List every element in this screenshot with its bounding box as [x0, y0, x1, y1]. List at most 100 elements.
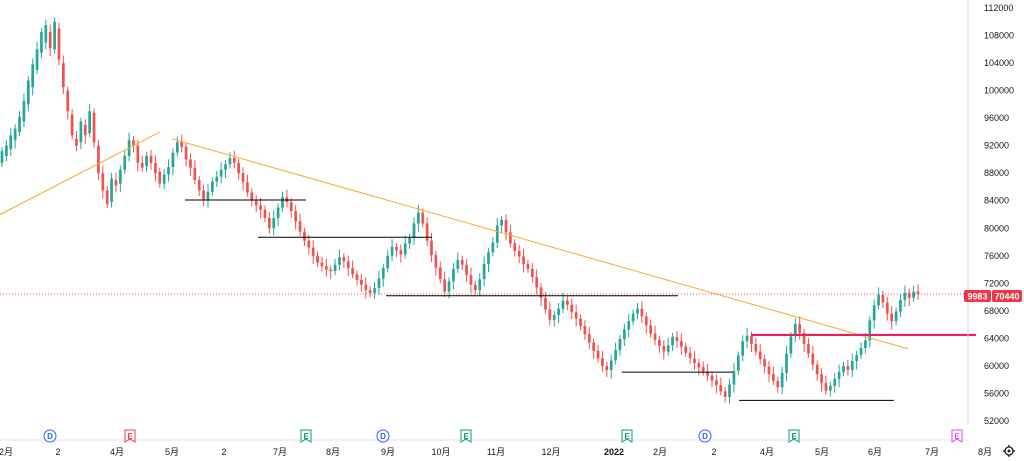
candle	[552, 310, 556, 327]
candle	[636, 302, 639, 320]
candle	[723, 387, 727, 403]
trendline[interactable]	[171, 138, 909, 350]
candle	[438, 261, 442, 284]
gear-icon[interactable]	[1003, 445, 1015, 457]
candle	[434, 250, 438, 276]
earnings-badge[interactable]: E	[951, 429, 963, 443]
candle	[421, 208, 425, 228]
candle	[583, 320, 587, 340]
candle	[83, 119, 87, 144]
earnings-badge[interactable]: E	[460, 429, 472, 443]
x-tick-label: 7月	[925, 447, 939, 457]
earnings-badge[interactable]: E	[124, 429, 136, 443]
candle	[381, 264, 385, 287]
candle	[70, 108, 74, 140]
candle	[22, 93, 26, 128]
candle	[640, 301, 644, 324]
candle	[609, 354, 613, 379]
candle	[763, 354, 766, 374]
candle	[316, 251, 319, 267]
candle	[846, 360, 850, 376]
candle	[482, 256, 486, 287]
candle	[710, 371, 714, 388]
candle	[566, 296, 569, 311]
x-tick-label: 4月	[760, 447, 774, 457]
plot-area[interactable]	[0, 17, 976, 404]
svg-text:E: E	[624, 432, 630, 441]
candle	[601, 350, 604, 372]
x-tick-label: 7月	[273, 447, 287, 457]
candle	[145, 151, 148, 172]
candle	[263, 205, 267, 223]
candle	[793, 318, 797, 342]
candle	[285, 189, 289, 208]
candle	[570, 298, 574, 320]
x-tick-label: 2月	[653, 447, 667, 457]
candle	[662, 340, 666, 360]
candle	[745, 328, 749, 349]
candle	[136, 139, 140, 172]
y-tick-label: 52000	[984, 416, 1009, 426]
x-tick-label: 2	[55, 447, 60, 457]
candle	[456, 252, 460, 274]
candle	[658, 335, 661, 353]
candle	[66, 86, 70, 120]
candle	[631, 309, 635, 326]
earnings-badge[interactable]: E	[788, 429, 800, 443]
candle	[346, 255, 350, 277]
symbol-tag-bg	[964, 290, 991, 302]
candle	[167, 159, 170, 182]
price-axis[interactable]: 52000 56000 60000 64000 68000 72000 76000 80000…	[967, 0, 1014, 426]
candle	[491, 236, 495, 257]
candle	[224, 160, 227, 179]
candle	[443, 271, 447, 298]
candle	[57, 22, 61, 66]
candle	[395, 242, 398, 258]
svg-text:D: D	[380, 432, 386, 441]
x-tick-label: 10月	[431, 447, 450, 457]
candle	[254, 194, 258, 213]
x-tick-label: 9月	[381, 447, 395, 457]
svg-text:E: E	[463, 432, 469, 441]
candle	[767, 360, 771, 383]
candle	[885, 296, 889, 321]
candle	[544, 291, 547, 314]
candle	[605, 361, 609, 377]
dividend-badge[interactable]: D	[43, 429, 57, 443]
candle	[842, 361, 845, 377]
dividend-badge[interactable]: D	[698, 429, 712, 443]
x-tick-label: 5月	[815, 447, 829, 457]
candle	[79, 117, 83, 150]
candle	[877, 287, 880, 310]
candle	[666, 337, 670, 356]
time-axis[interactable]: 2月 2 4月 5月 2 7月 8月 9月 10月 11月 12月 2022 2月 2 4月 5月 6月 7月 8月	[0, 439, 992, 457]
dividend-badge[interactable]: D	[376, 429, 390, 443]
candle	[513, 239, 517, 257]
candle	[478, 273, 482, 296]
candle	[189, 153, 192, 176]
x-tick-label: 2022	[604, 447, 624, 457]
candle	[149, 150, 153, 170]
candle	[574, 304, 578, 327]
last-price-label: 70440	[994, 292, 1019, 302]
candle	[289, 197, 293, 218]
candle	[351, 260, 354, 279]
candle	[772, 366, 775, 386]
candle	[250, 188, 254, 207]
earnings-badge[interactable]: E	[300, 429, 312, 443]
trendline[interactable]	[0, 131, 161, 215]
candle	[241, 167, 245, 191]
candle	[622, 323, 626, 346]
candle	[44, 19, 48, 50]
candle	[13, 124, 17, 149]
candle	[281, 191, 284, 212]
candle	[377, 270, 381, 296]
candle	[828, 381, 832, 397]
candle	[539, 283, 543, 307]
earnings-badge[interactable]: E	[621, 429, 633, 443]
candle	[487, 248, 490, 273]
candle	[447, 277, 451, 299]
x-tick-label: 11月	[487, 447, 505, 457]
candle	[88, 103, 92, 138]
